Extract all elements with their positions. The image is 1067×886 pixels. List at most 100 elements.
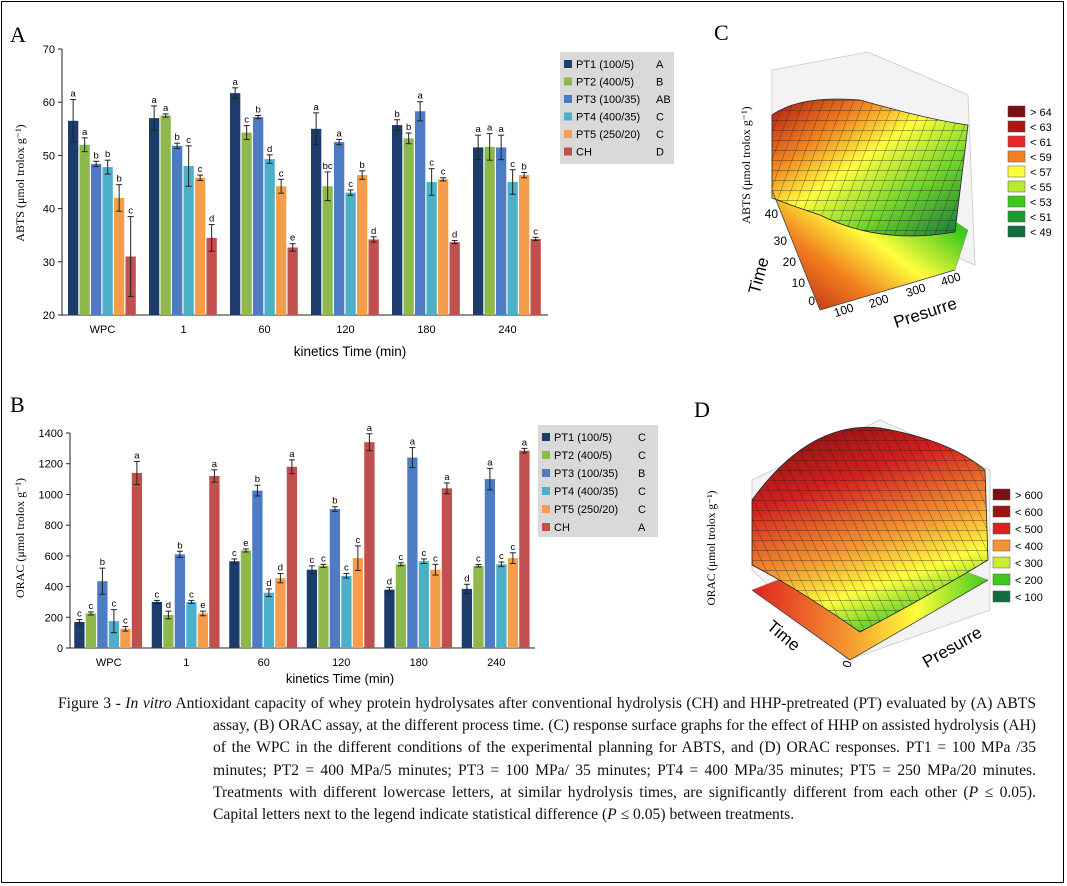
caption-italic-p2: P: [607, 806, 617, 824]
bar: [461, 588, 473, 648]
significance-letter: b: [177, 540, 182, 551]
legend-label: CH: [554, 522, 570, 534]
significance-letter: a: [499, 124, 505, 135]
legend-group-letter: AB: [656, 94, 671, 106]
significance-letter: c: [399, 552, 404, 563]
bar: [357, 175, 368, 315]
significance-letter: d: [267, 144, 272, 155]
surface-abts-zlabel: ABTS (μmol trolox g⁻¹): [739, 106, 753, 223]
significance-letter: b: [522, 161, 527, 172]
legend-box: [538, 425, 658, 537]
legend-group-letter: C: [656, 112, 664, 124]
legend-swatch: [1007, 225, 1026, 238]
legend-swatch: [542, 451, 550, 459]
significance-letter: c: [433, 553, 438, 564]
bar: [91, 163, 102, 315]
x-tick-label: 1: [183, 657, 189, 669]
y-tick-label: 50: [43, 150, 55, 162]
significance-letter: b: [175, 132, 180, 143]
bar: [264, 159, 275, 315]
significance-letter: c: [510, 159, 515, 170]
bar: [426, 182, 437, 315]
y-tick-label: 20: [783, 255, 797, 269]
significance-letter: c: [186, 135, 191, 146]
bar: [68, 120, 79, 315]
significance-letter: c: [155, 589, 160, 600]
significance-letter: c: [356, 535, 361, 546]
bar: [306, 569, 318, 648]
surface-orac-legend: > 600 < 600 < 500 < 400 < 300 < 200 < 100: [992, 488, 1043, 604]
bar: [329, 509, 341, 648]
legend-swatch: [1007, 180, 1026, 193]
significance-letter: c: [476, 554, 481, 565]
y-tick-label: 0: [840, 659, 855, 669]
significance-letter: a: [367, 423, 373, 434]
bar: [174, 554, 186, 648]
bar: [415, 111, 426, 315]
significance-letter: a: [314, 102, 320, 113]
bar: [496, 147, 507, 315]
surface-abts-y-axis: [771, 189, 821, 311]
bar: [263, 592, 275, 648]
significance-letter: d: [387, 576, 392, 587]
significance-letter: c: [279, 168, 284, 179]
bar: [368, 239, 379, 315]
legend-label: PT5 (250/20): [554, 504, 618, 516]
significance-letter: a: [444, 472, 450, 483]
significance-letter: c: [244, 115, 249, 126]
significance-letter: a: [522, 437, 528, 448]
significance-letter: b: [255, 474, 260, 485]
legend-group-letter: D: [656, 147, 664, 159]
bar: [438, 179, 449, 315]
legend-group-letter: C: [638, 486, 646, 498]
bar: [392, 125, 403, 316]
bar: [318, 565, 329, 648]
y-tick-label: 600: [45, 551, 63, 563]
legend-swatch: [1007, 105, 1026, 118]
surface-abts-xlabel: Presurre: [891, 294, 959, 332]
y-tick-label: 10: [792, 276, 806, 290]
bar: [97, 581, 108, 648]
bar: [449, 242, 460, 315]
panel-label-d: D: [694, 397, 710, 422]
legend-swatch: [564, 77, 572, 86]
x-tick-label: 180: [417, 324, 435, 336]
legend-group-letter: C: [638, 504, 646, 516]
surface-abts-ylabel: Time: [745, 255, 773, 296]
chart-abts-legend: PT1 (100/5) A PT2 (400/5) B PT3 (100/35) AB PT…: [560, 52, 674, 164]
caption-italic-p1: P: [968, 783, 979, 801]
bar: [473, 565, 484, 648]
legend-label: < 59: [1030, 152, 1052, 164]
legend-swatch: [564, 130, 572, 138]
legend-group-letter: A: [638, 522, 646, 534]
legend-label: PT3 (100/35): [576, 94, 640, 106]
legend-swatch: [1007, 120, 1026, 133]
bar: [74, 621, 85, 648]
significance-letter: c: [77, 609, 82, 620]
legend-label: < 61: [1030, 137, 1052, 149]
legend-label: < 300: [1015, 558, 1043, 570]
figure-caption: Figure 3 - In vitro Antioxidant capacity…: [58, 693, 1036, 826]
chart-abts-ylabel: ABTS (μmol trolox g⁻¹): [13, 124, 27, 241]
legend-swatch: [992, 488, 1011, 501]
bar: [519, 175, 530, 315]
bar: [287, 247, 298, 315]
bar: [160, 115, 171, 315]
bar: [120, 628, 131, 648]
bar: [149, 118, 160, 315]
surface-orac-ticks: 0: [840, 659, 855, 669]
y-tick-label: 1400: [39, 428, 63, 440]
bar: [519, 450, 530, 648]
significance-letter: b: [360, 160, 365, 171]
legend-label: < 49: [1030, 227, 1052, 239]
bar: [286, 466, 298, 648]
significance-letter: c: [511, 542, 516, 553]
surface-abts-x-axis: [819, 269, 956, 311]
legend-swatch: [1007, 150, 1026, 163]
chart-orac-xlabel: kinetics Time (min): [286, 671, 394, 686]
significance-letter: a: [233, 77, 239, 88]
significance-letter: e: [200, 600, 205, 611]
x-tick-label: 120: [332, 657, 350, 669]
legend-label: < 63: [1030, 122, 1052, 134]
